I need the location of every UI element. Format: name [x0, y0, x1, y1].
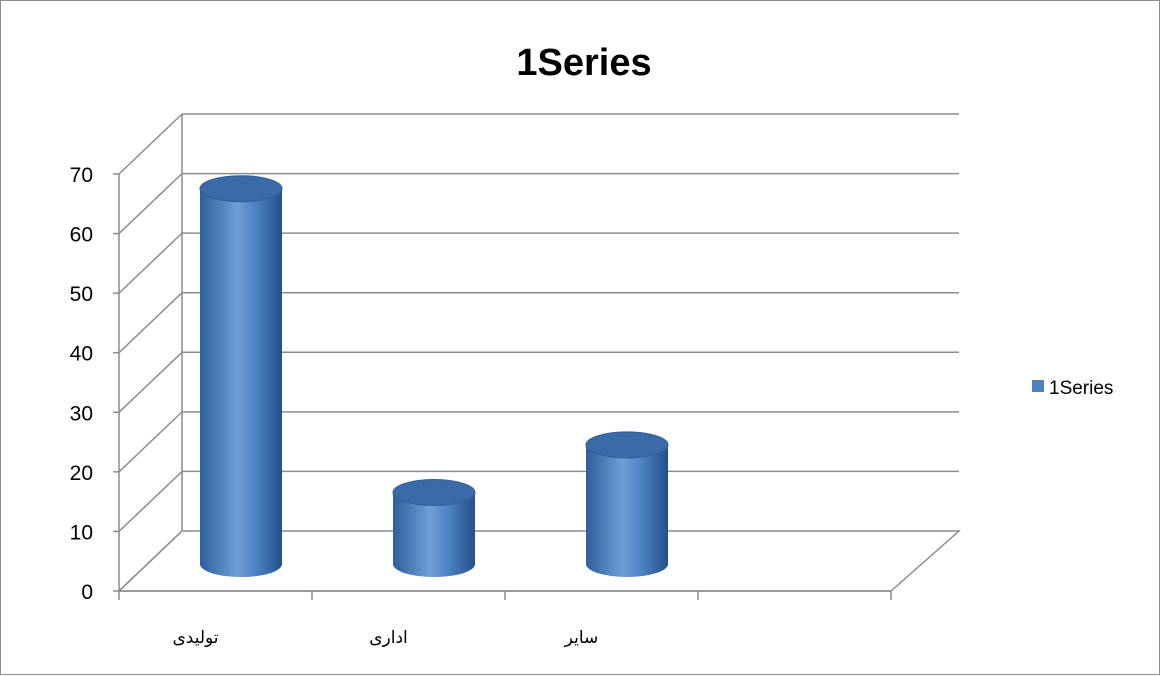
- y-tick-label: 30: [70, 402, 93, 425]
- legend-label: 1Series: [1049, 378, 1113, 399]
- y-tick-label: 20: [70, 462, 93, 485]
- gridline-side: [118, 411, 183, 473]
- chart-title: 1Series: [516, 42, 651, 84]
- x-axis-labels: تولیدی اداری سایر: [172, 628, 598, 648]
- gridline-side: [118, 470, 183, 532]
- gridline-side: [118, 173, 183, 235]
- legend-swatch: [1032, 380, 1044, 392]
- grid: [113, 113, 961, 592]
- gridline-side: [118, 351, 183, 413]
- gridline-side: [118, 232, 183, 294]
- x-tick-label: سایر: [564, 628, 599, 648]
- gridline-side: [118, 113, 183, 175]
- bar-top: [199, 175, 283, 203]
- y-axis-ticks: 0 10 20 30 40 50 60 70: [70, 164, 93, 604]
- bar-body: [586, 444, 668, 577]
- y-tick-label: 50: [70, 283, 93, 306]
- legend[interactable]: 1Series: [1032, 378, 1113, 399]
- bar-body: [393, 492, 475, 577]
- bar[interactable]: [199, 175, 283, 577]
- x-axis: [118, 590, 892, 600]
- bar[interactable]: [585, 431, 669, 577]
- bar-top: [392, 479, 476, 507]
- x-tick-label: اداری: [369, 628, 408, 648]
- gridline-side: [118, 292, 183, 354]
- y-tick-label: 60: [70, 224, 93, 247]
- y-tick-label: 70: [70, 164, 93, 187]
- x-tick-label: تولیدی: [172, 628, 218, 648]
- bar[interactable]: [392, 479, 476, 577]
- bar-body: [200, 188, 282, 577]
- bar-top: [585, 431, 669, 459]
- bars: [199, 175, 669, 577]
- y-tick-label: 0: [81, 581, 93, 604]
- y-tick-label: 10: [70, 521, 93, 544]
- y-tick-label: 40: [70, 343, 93, 366]
